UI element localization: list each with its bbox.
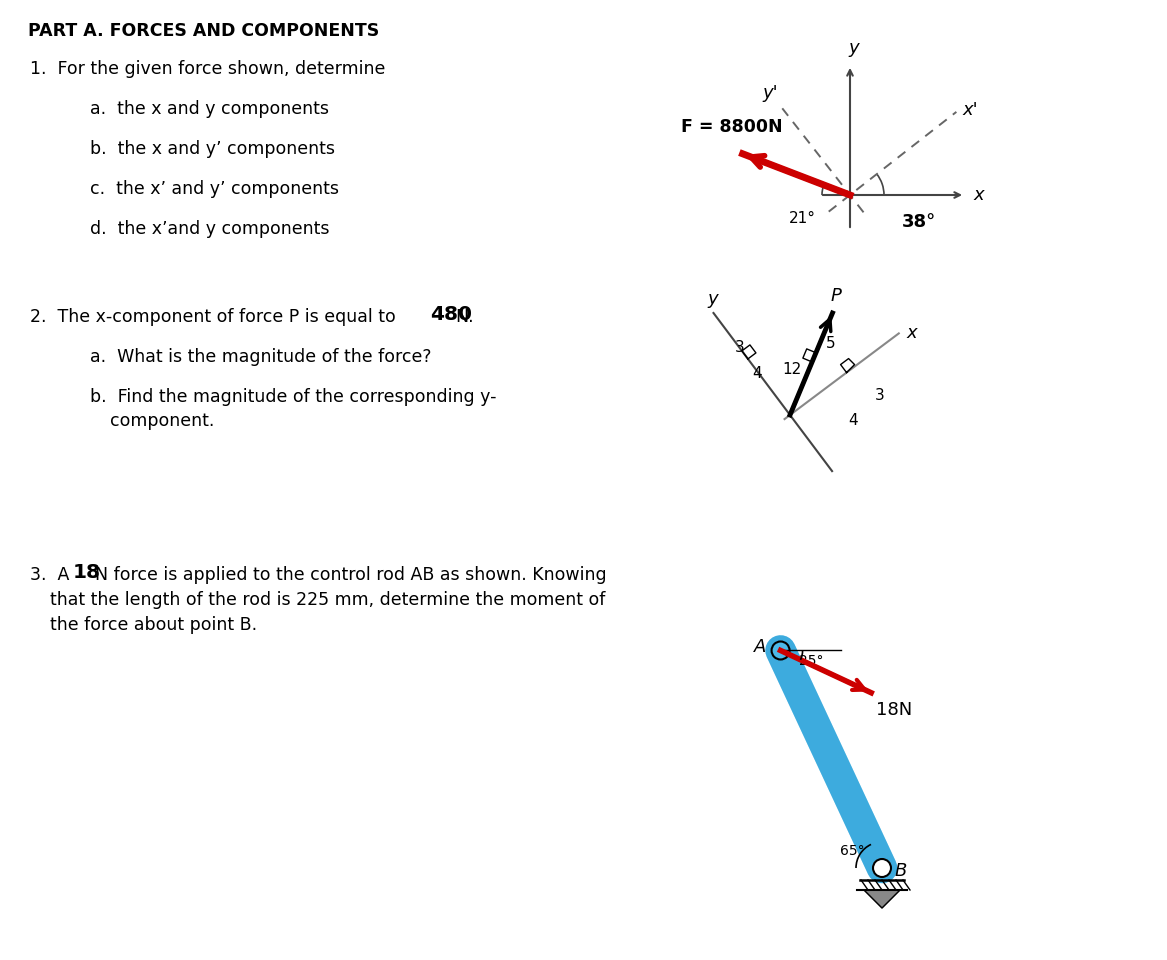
Text: PART A. FORCES AND COMPONENTS: PART A. FORCES AND COMPONENTS [28, 22, 379, 40]
Text: A: A [754, 638, 767, 657]
Text: x: x [973, 186, 984, 204]
Text: a.  What is the magnitude of the force?: a. What is the magnitude of the force? [90, 348, 432, 366]
Text: 1.  For the given force shown, determine: 1. For the given force shown, determine [30, 60, 385, 78]
Text: 25°: 25° [798, 655, 823, 668]
Text: 3: 3 [875, 388, 885, 402]
Text: b.  the x and y’ components: b. the x and y’ components [90, 140, 335, 158]
Text: 4: 4 [848, 413, 858, 428]
Text: c.  the x’ and y’ components: c. the x’ and y’ components [90, 180, 338, 198]
Text: 18: 18 [74, 563, 102, 582]
Text: b.  Find the magnitude of the corresponding y-: b. Find the magnitude of the correspondi… [90, 388, 496, 406]
Text: x': x' [963, 101, 978, 119]
Text: component.: component. [110, 412, 215, 430]
Text: 21°: 21° [789, 211, 816, 226]
Text: the force about point B.: the force about point B. [50, 616, 257, 634]
Text: y: y [848, 39, 859, 57]
Text: y: y [708, 290, 719, 308]
Text: that the length of the rod is 225 mm, determine the moment of: that the length of the rod is 225 mm, de… [50, 591, 606, 609]
Polygon shape [864, 890, 900, 908]
Text: N.: N. [455, 308, 474, 326]
Circle shape [771, 641, 790, 660]
Text: N force is applied to the control rod AB as shown. Knowing: N force is applied to the control rod AB… [95, 566, 607, 584]
Text: x: x [907, 324, 917, 343]
Text: 38°: 38° [902, 213, 936, 231]
Text: 65°: 65° [840, 844, 865, 858]
Text: 18N: 18N [876, 701, 913, 719]
Text: 3.  A: 3. A [30, 566, 81, 584]
Circle shape [873, 859, 890, 877]
Text: 2.  The x-component of force P is equal to: 2. The x-component of force P is equal t… [30, 308, 401, 326]
Text: B: B [895, 862, 908, 880]
Text: F = 8800N: F = 8800N [680, 118, 782, 135]
Text: P: P [830, 287, 841, 305]
Text: 480: 480 [429, 305, 471, 324]
Text: 3: 3 [735, 340, 745, 355]
Text: a.  the x and y components: a. the x and y components [90, 100, 329, 118]
Text: 12: 12 [782, 362, 801, 376]
Text: d.  the x’and y components: d. the x’and y components [90, 220, 329, 238]
Text: 4: 4 [753, 366, 762, 380]
Text: 5: 5 [825, 336, 836, 350]
Text: y': y' [763, 84, 778, 103]
